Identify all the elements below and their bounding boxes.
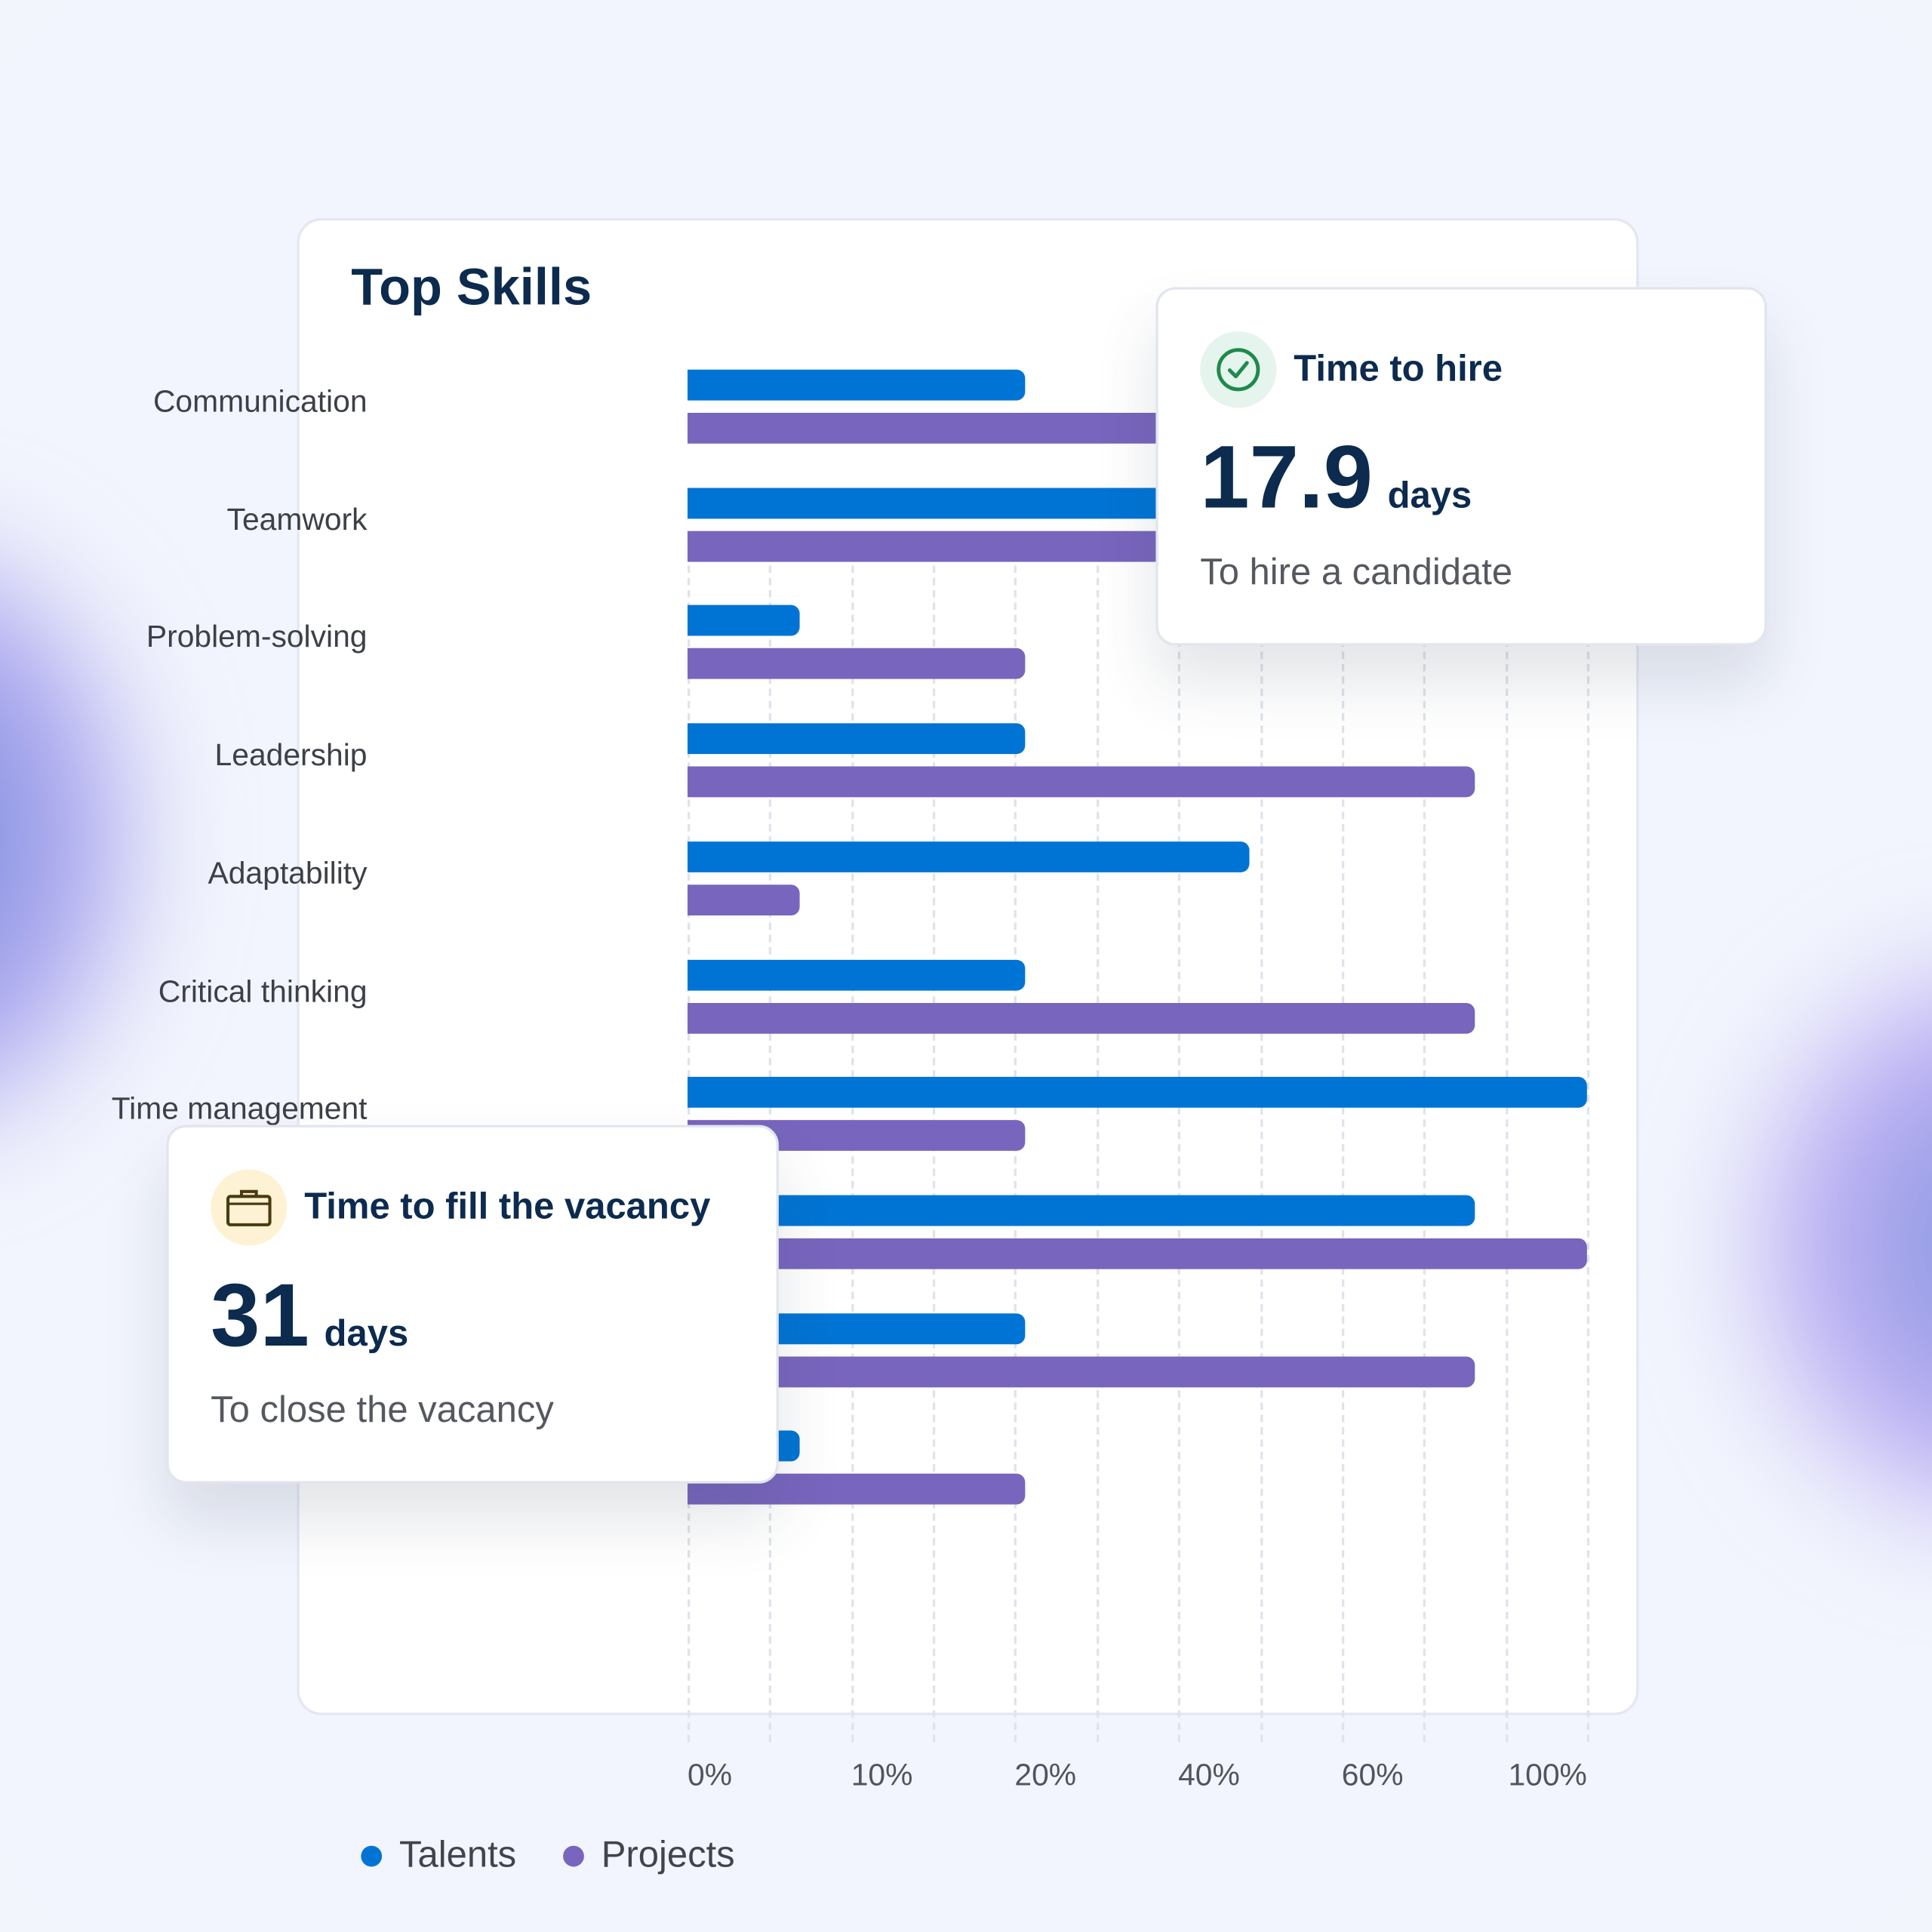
card-title: Time to hire [1294, 349, 1503, 389]
bar-talents [688, 369, 1025, 401]
legend-talents: Talents [361, 1835, 516, 1877]
category-label: Communication [152, 384, 368, 420]
gridline [1260, 565, 1263, 1743]
category-label: Adaptability [208, 856, 368, 891]
metric-unit: days [324, 1313, 409, 1355]
bar-talents [688, 959, 1025, 990]
legend-dot-projects [563, 1844, 584, 1866]
gridline [1505, 565, 1508, 1743]
legend-label: Talents [398, 1835, 517, 1875]
category-label: Teamwork [226, 502, 368, 537]
gridline [1096, 565, 1100, 1743]
gridline [933, 565, 936, 1743]
bar-projects [688, 1238, 1587, 1269]
legend-label: Projects [601, 1835, 735, 1875]
category-label: Problem-solving [146, 620, 368, 655]
bar-projects [688, 1355, 1475, 1387]
x-tick-label: 20% [1014, 1758, 1077, 1793]
time-to-fill-card: Time to fill the vacancy 31 days To close… [166, 1124, 779, 1484]
card-subtitle: To hire a candidate [1200, 552, 1513, 593]
legend-dot-talents [361, 1844, 383, 1866]
x-tick-label: 10% [851, 1758, 913, 1793]
bar-projects [688, 648, 1025, 680]
time-to-hire-card: Time to hire 17.9 days To hire a candidat… [1155, 287, 1767, 646]
metric-value: 17.9 [1200, 429, 1374, 528]
gridline [1423, 565, 1426, 1743]
bar-talents [688, 723, 1025, 755]
x-tick-label: 100% [1508, 1758, 1587, 1793]
bar-talents [688, 1195, 1475, 1226]
bar-projects [688, 1002, 1475, 1033]
category-label: Critical thinking [158, 974, 368, 1009]
gridline [1178, 565, 1181, 1743]
chart-title: Top Skills [351, 257, 592, 315]
check-circle-icon [1200, 331, 1277, 408]
bar-talents [688, 841, 1250, 872]
bar-projects [688, 884, 800, 915]
category-label: Time management [111, 1091, 368, 1127]
gridline [1341, 565, 1345, 1743]
background-glow [1724, 936, 1932, 1553]
gridline [1014, 565, 1017, 1743]
category-label: Leadership [214, 738, 368, 773]
gridline [1586, 565, 1590, 1743]
x-tick-label: 40% [1178, 1758, 1240, 1793]
metric: 31 days [211, 1266, 408, 1367]
x-tick-label: 60% [1341, 1758, 1404, 1793]
bar-talents [688, 605, 800, 637]
metric-value: 31 [211, 1266, 309, 1365]
bar-talents [688, 1077, 1587, 1109]
metric: 17.9 days [1200, 428, 1472, 529]
metric-unit: days [1387, 475, 1472, 517]
gridline [851, 565, 854, 1743]
briefcase-icon [211, 1169, 288, 1246]
card-subtitle: To close the vacancy [211, 1389, 554, 1431]
x-tick-label: 0% [688, 1758, 733, 1793]
background-glow [0, 517, 161, 1158]
bar-projects [688, 766, 1475, 798]
legend-projects: Projects [563, 1835, 735, 1877]
card-title: Time to fill the vacancy [304, 1186, 711, 1228]
